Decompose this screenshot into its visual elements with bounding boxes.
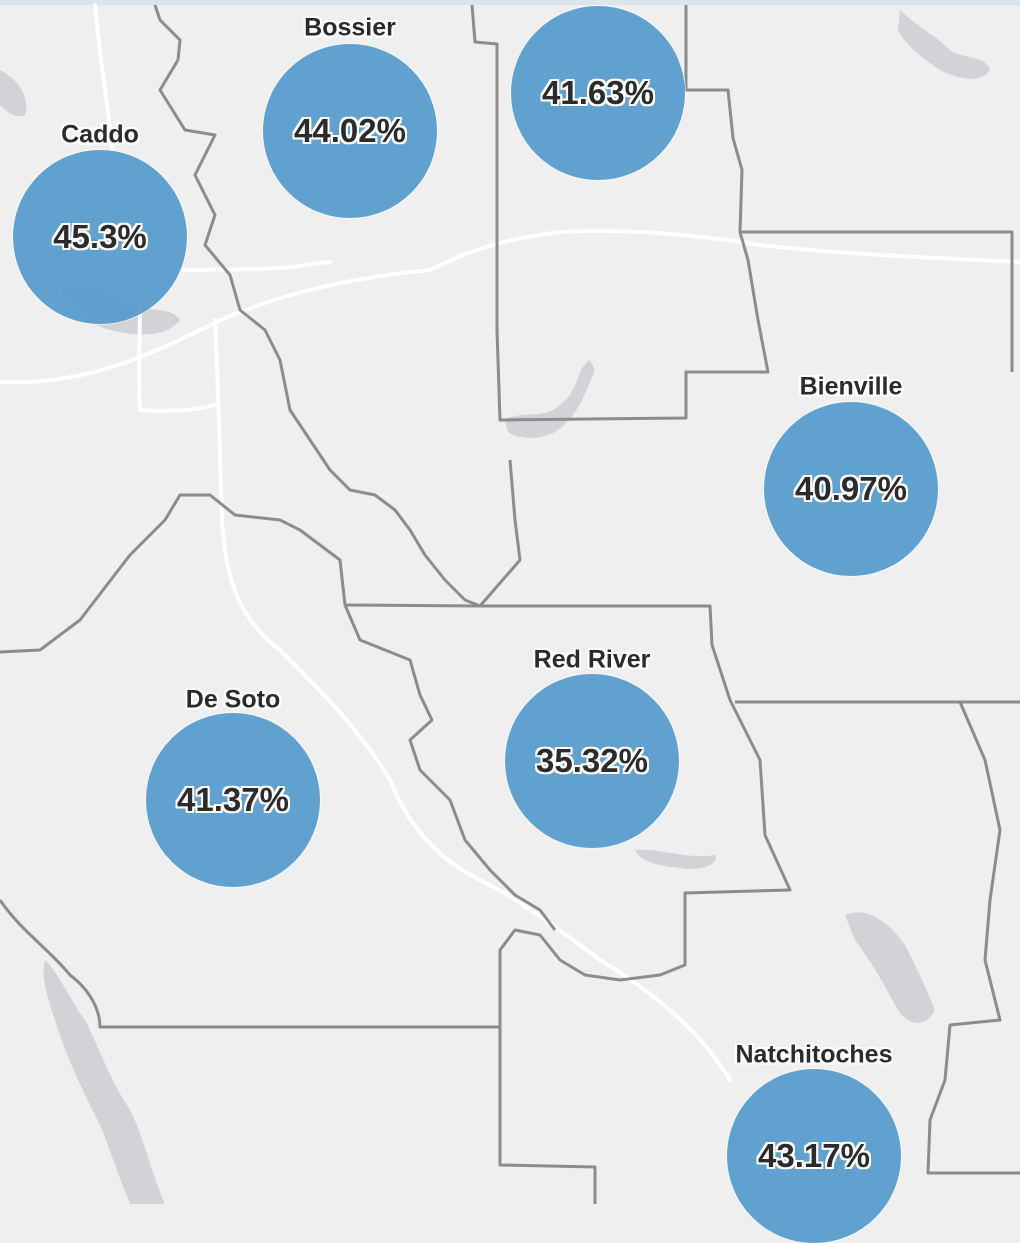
percentage-label: 45.3% xyxy=(53,218,147,255)
value-bubble[interactable]: 41.63% xyxy=(511,6,685,180)
value-bubble[interactable]: 44.02% xyxy=(263,44,437,218)
toledo-bend xyxy=(43,960,165,1204)
boundary-bienville-north xyxy=(740,230,1014,372)
percentage-label: 41.63% xyxy=(542,74,654,111)
boundary-red-river-west xyxy=(343,604,557,931)
percentage-label: 43.17% xyxy=(758,1137,870,1174)
value-bubble[interactable]: 45.3% xyxy=(13,150,187,324)
boundary-red-river-river xyxy=(158,59,481,608)
value-bubble[interactable]: 43.17% xyxy=(727,1069,901,1243)
boundary-sabine xyxy=(0,899,500,1029)
value-bubble[interactable]: 35.32% xyxy=(505,674,679,848)
percentage-label: 44.02% xyxy=(294,112,406,149)
parish-name-label: Red River xyxy=(533,645,651,674)
lake-saline xyxy=(845,912,935,1023)
parish-name-label: De Soto xyxy=(185,685,281,714)
boundary-caddo-desoto xyxy=(0,493,792,1204)
road-shreveport-1 xyxy=(137,298,217,413)
lake-caddo xyxy=(0,70,27,117)
lake-black xyxy=(635,849,716,869)
percentage-label: 40.97% xyxy=(795,470,907,507)
lake-top-right xyxy=(898,10,990,79)
road-i20 xyxy=(0,228,1020,385)
road-shreveport-2 xyxy=(158,260,332,272)
value-bubble[interactable]: 41.37% xyxy=(146,713,320,887)
top-strip xyxy=(0,0,1020,5)
parish-name-label: Bossier xyxy=(304,13,396,42)
parish-name-label: Bienville xyxy=(799,372,903,401)
boundary-webster-west xyxy=(470,4,770,422)
boundary-top-west xyxy=(153,4,182,61)
percentage-label: 41.37% xyxy=(177,781,289,818)
value-bubble[interactable]: 40.97% xyxy=(764,402,938,576)
boundary-east xyxy=(735,700,1020,1175)
parish-name-label: Caddo xyxy=(61,120,139,149)
percentage-label: 35.32% xyxy=(536,742,648,779)
road-i49 xyxy=(213,318,732,1082)
boundary-river-lower xyxy=(478,459,522,607)
basemap xyxy=(0,3,1020,1204)
parish-name-label: Natchitoches xyxy=(735,1040,893,1069)
lake-bistineau xyxy=(505,360,595,438)
